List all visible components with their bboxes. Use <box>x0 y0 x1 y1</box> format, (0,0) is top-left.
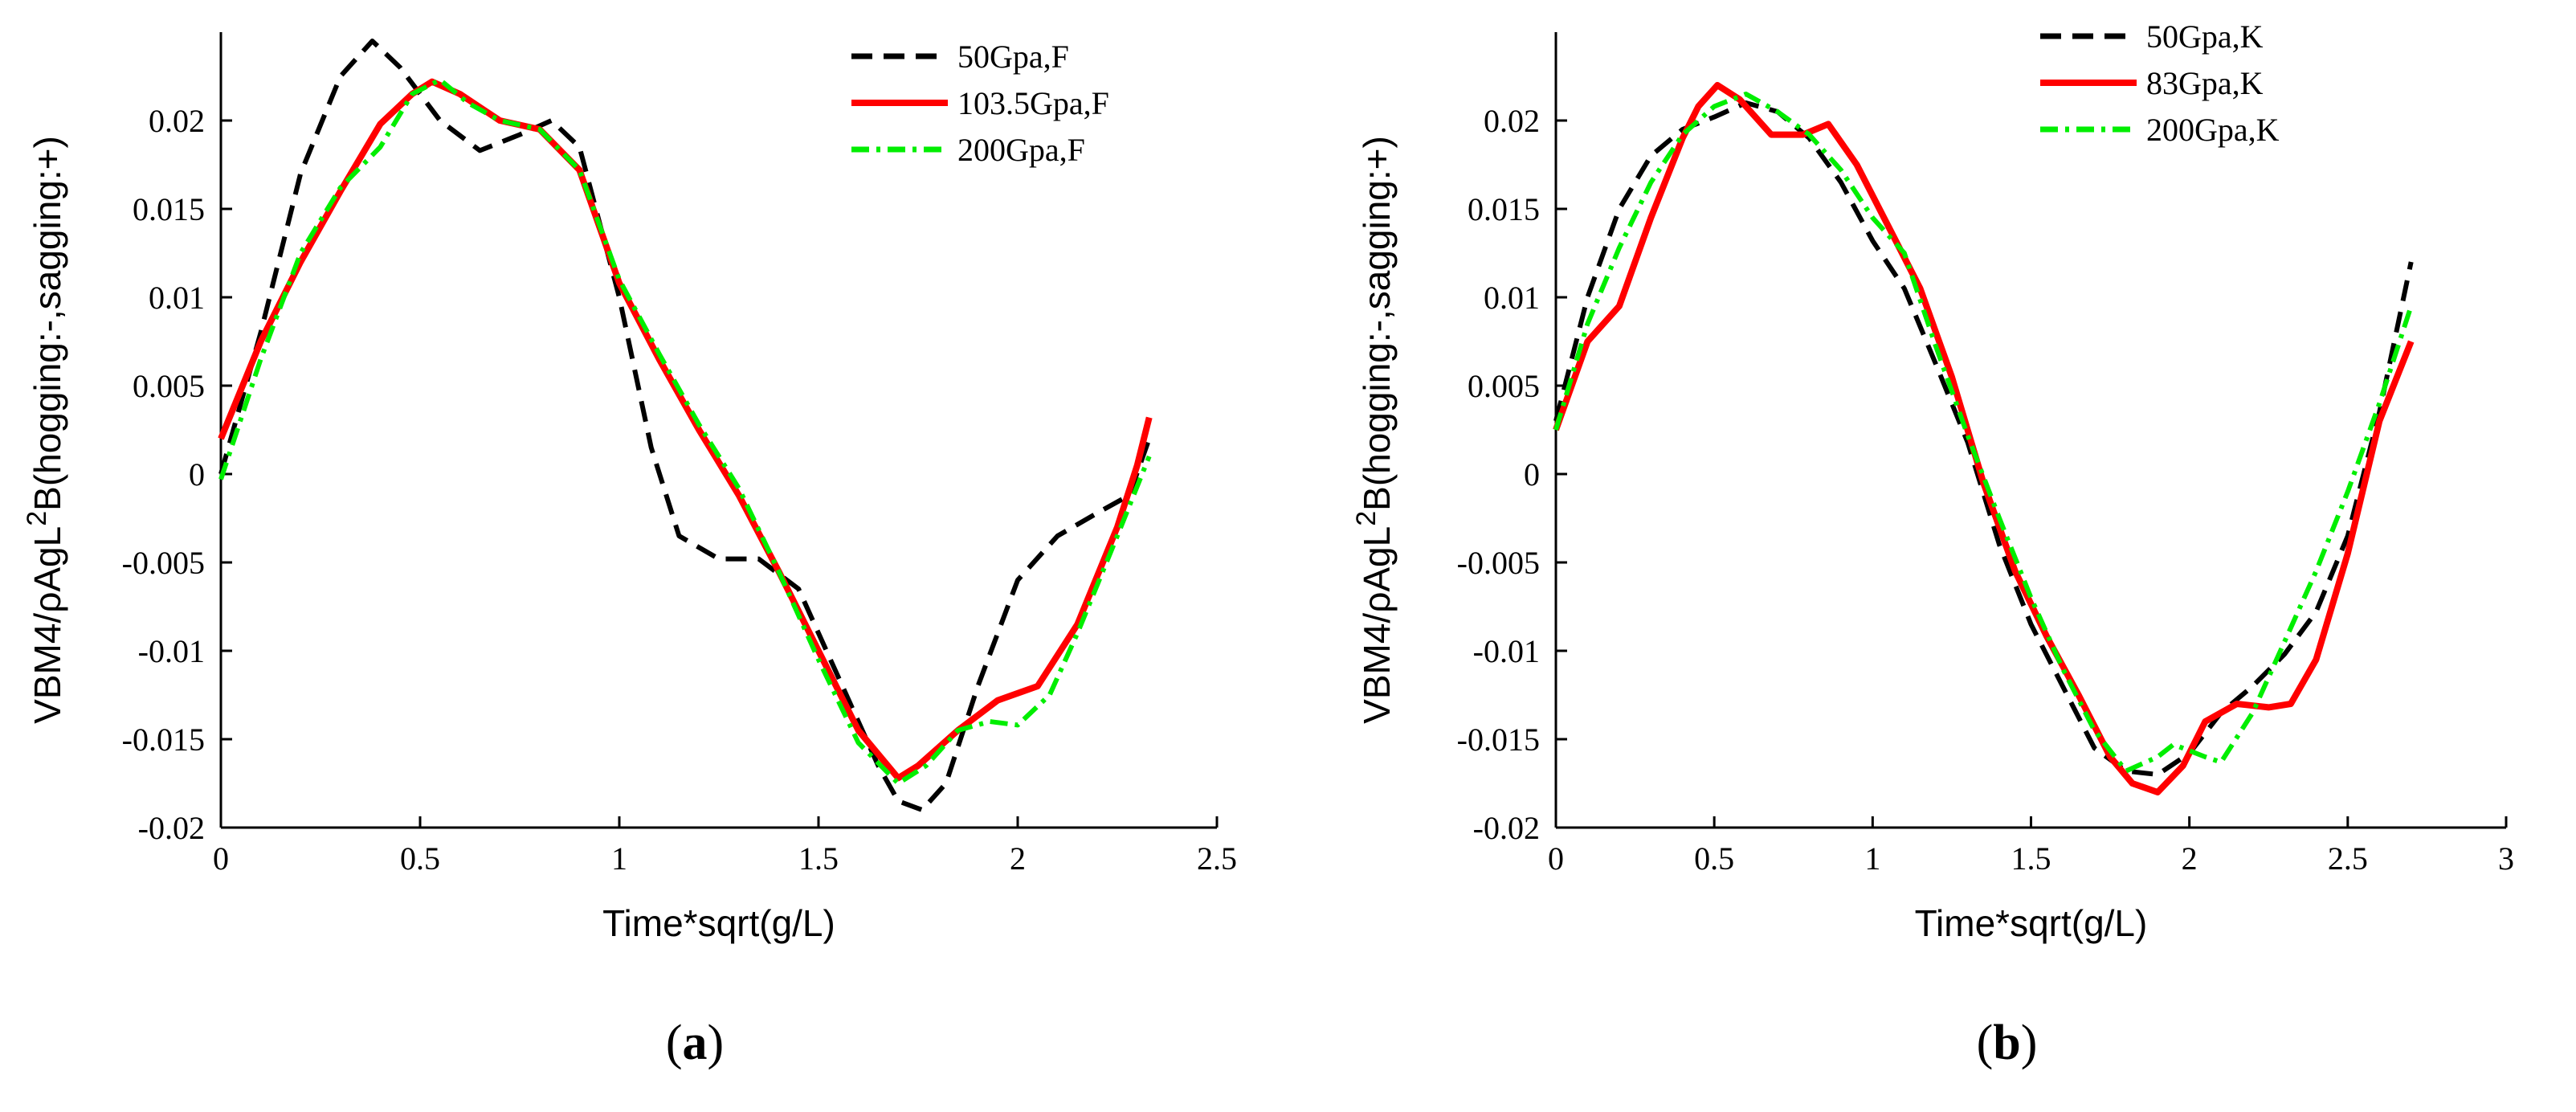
y-tick-label: -0.02 <box>1473 810 1540 846</box>
y-tick-label: 0.005 <box>133 368 205 404</box>
caption-letter: a <box>683 1016 708 1070</box>
caption-open-paren: ( <box>666 1016 683 1070</box>
legend-label: 50Gpa,K <box>2146 18 2264 55</box>
chart-a: 0 0.5 1 1.5 2 2.5 -0.02 -0.015 -0.01 -0.005 0 0.005… <box>22 32 1237 1070</box>
legend-label: 200Gpa,F <box>957 132 1085 168</box>
panel-caption: (b) <box>1977 1016 2038 1070</box>
x-tick-label: 2 <box>1010 840 1026 877</box>
y-tick-label: 0 <box>189 456 205 493</box>
y-tick-label: -0.015 <box>1457 722 1540 758</box>
x-tick-label: 0.5 <box>400 840 440 877</box>
series-line-0 <box>218 39 1152 812</box>
y-tick-label: -0.01 <box>1473 633 1540 669</box>
y-tick-label: 0 <box>1524 456 1540 493</box>
caption-open-paren: ( <box>1977 1016 1994 1070</box>
legend-label: 103.5Gpa,F <box>957 85 1109 121</box>
y-axis-label: VBM4/ρAgL2B(hogging:-,sagging:+) <box>1351 136 1398 724</box>
caption-close-paren: ) <box>708 1016 725 1070</box>
caption-close-paren: ) <box>2021 1016 2038 1070</box>
y-tick-label: 0.02 <box>1484 103 1540 139</box>
y-tick-label: 0.02 <box>149 103 205 139</box>
y-tick-label: 0.01 <box>149 280 205 316</box>
y-tick-label: 0.015 <box>1468 191 1540 227</box>
y-axis-label-main: VBM4/ρAgL <box>27 526 68 724</box>
y-tick-label: -0.02 <box>138 810 205 846</box>
x-tick-label: 0 <box>213 840 229 877</box>
y-tick-label: 0.005 <box>1468 368 1540 404</box>
y-tick-label: -0.005 <box>1457 545 1540 581</box>
y-tick-label: -0.015 <box>122 722 205 758</box>
x-tick-label: 1 <box>1864 840 1880 877</box>
x-tick-label: 1.5 <box>798 840 839 877</box>
y-tick-label: 0.01 <box>1484 280 1540 316</box>
x-tick-label: 2 <box>2182 840 2198 877</box>
x-tick-label: 0.5 <box>1694 840 1734 877</box>
x-tick-label: 3 <box>2498 840 2514 877</box>
legend-label: 83Gpa,K <box>2146 65 2264 101</box>
x-tick-label: 1.5 <box>2011 840 2051 877</box>
series-line-2 <box>1553 92 2414 774</box>
series-line-1 <box>218 78 1153 782</box>
legend-label: 50Gpa,F <box>957 39 1069 75</box>
y-axis-label: VBM4/ρAgL2B(hogging:-,sagging:+) <box>22 136 68 724</box>
y-axis-label-main: VBM4/ρAgL <box>1356 526 1398 724</box>
y-axis-label-rest: B(hogging:-,sagging:+) <box>27 136 68 511</box>
legend: 50Gpa,K 83Gpa,K 200Gpa,K <box>2040 18 2280 148</box>
x-tick-label: 2.5 <box>1197 840 1237 877</box>
caption-letter: b <box>1993 1016 2020 1070</box>
panel-caption: (a) <box>666 1016 724 1070</box>
y-axis-label-sup: 2 <box>22 511 52 526</box>
y-tick-label: -0.005 <box>122 545 205 581</box>
x-axis-label: Time*sqrt(g/L) <box>602 902 835 944</box>
x-tick-label: 0 <box>1548 840 1564 877</box>
y-axis-label-sup: 2 <box>1351 511 1382 526</box>
series-line-0 <box>1553 100 2414 777</box>
y-tick-label: -0.01 <box>138 633 205 669</box>
x-tick-label: 2.5 <box>2328 840 2368 877</box>
legend: 50Gpa,F 103.5Gpa,F 200Gpa,F <box>851 39 1109 168</box>
chart-b: 0 0.5 1 1.5 2 2.5 3 -0.02 -0.015 -0.01 -0.005 0 0.00… <box>1351 18 2514 1070</box>
series-line-2 <box>218 77 1152 786</box>
x-axis-label: Time*sqrt(g/L) <box>1915 902 2148 944</box>
y-tick-label: 0.015 <box>133 191 205 227</box>
x-tick-label: 1 <box>611 840 627 877</box>
legend-label: 200Gpa,K <box>2146 112 2280 148</box>
y-axis-label-rest: B(hogging:-,sagging:+) <box>1356 136 1398 511</box>
series-line-1 <box>1553 82 2415 795</box>
